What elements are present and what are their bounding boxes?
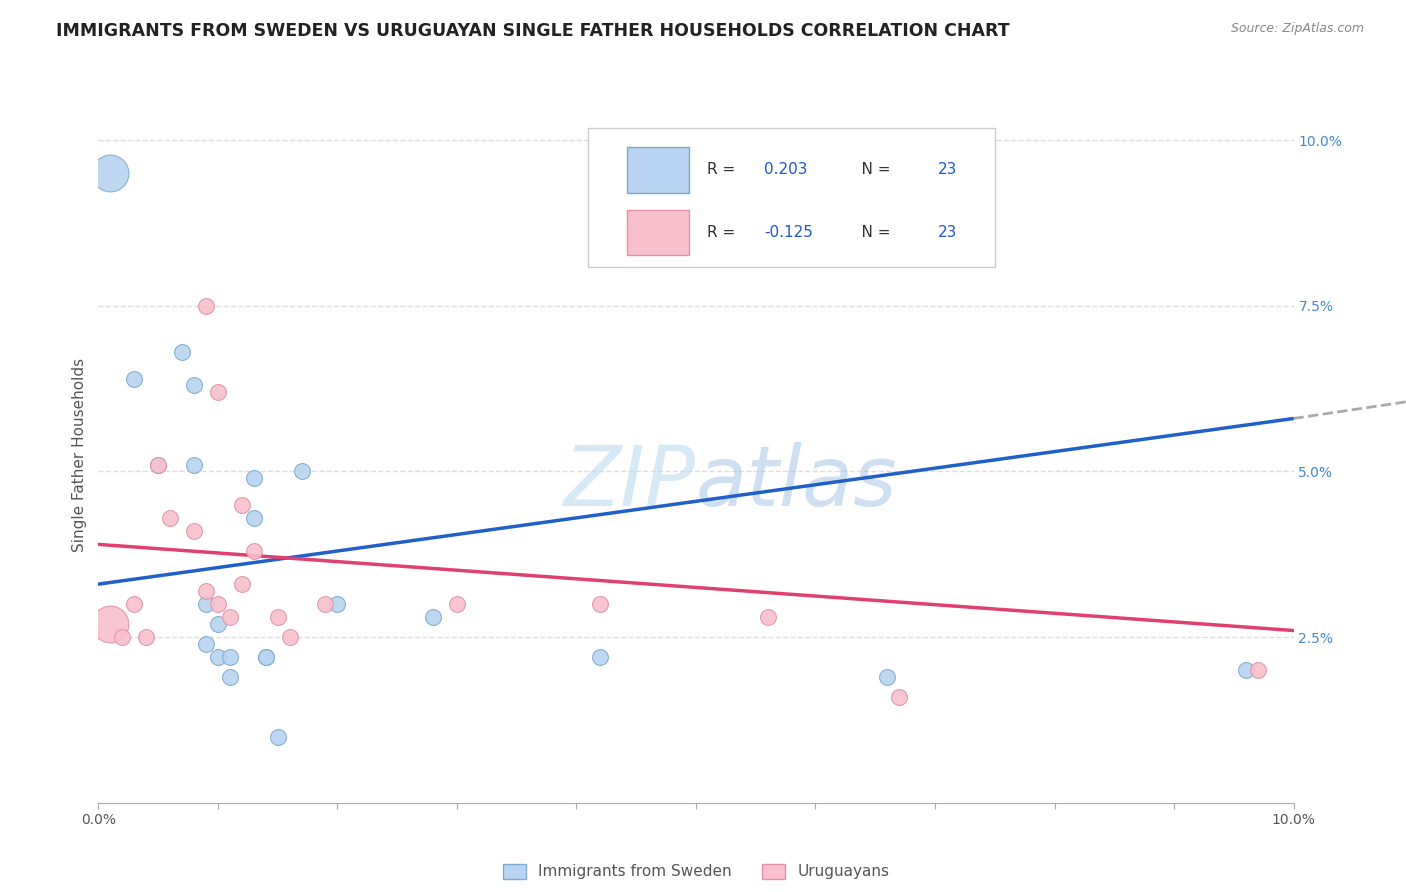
Point (889, 690, 911, 704)
Text: -0.125: -0.125 (763, 225, 813, 240)
Point (183, 524, 205, 538)
Point (148, 458, 170, 472)
Point (291, 465, 314, 479)
Text: atlas: atlas (696, 442, 897, 524)
Point (124, 597, 146, 611)
Point (315, 597, 337, 611)
Point (243, 511, 266, 525)
Point (254, 650, 277, 665)
Point (124, 372, 146, 386)
Text: 0.203: 0.203 (763, 162, 807, 178)
Text: 23: 23 (938, 162, 956, 178)
Point (231, 498, 253, 512)
Point (446, 597, 468, 611)
Point (159, 511, 181, 525)
Point (148, 458, 170, 472)
Point (243, 544, 266, 558)
Point (207, 616, 229, 631)
Point (195, 637, 218, 651)
Point (195, 583, 218, 598)
Point (267, 730, 290, 744)
Point (207, 597, 229, 611)
Point (100, 616, 122, 631)
Text: N =: N = (842, 225, 896, 240)
Point (278, 630, 301, 644)
Point (231, 577, 253, 591)
FancyBboxPatch shape (627, 147, 689, 193)
Point (100, 166, 122, 180)
Text: IMMIGRANTS FROM SWEDEN VS URUGUAYAN SINGLE FATHER HOUSEHOLDS CORRELATION CHART: IMMIGRANTS FROM SWEDEN VS URUGUAYAN SING… (56, 22, 1010, 40)
Point (422, 610, 444, 624)
Text: 23: 23 (938, 225, 956, 240)
Point (1234, 663, 1257, 677)
Text: R =: R = (707, 162, 740, 178)
Text: Source: ZipAtlas.com: Source: ZipAtlas.com (1230, 22, 1364, 36)
Text: N =: N = (842, 162, 896, 178)
Text: ZIP: ZIP (564, 442, 696, 524)
Point (111, 630, 134, 644)
FancyBboxPatch shape (627, 210, 689, 255)
Point (1247, 663, 1270, 677)
Point (183, 378, 205, 392)
Legend: Immigrants from Sweden, Uruguayans: Immigrants from Sweden, Uruguayans (496, 857, 896, 886)
Text: R =: R = (707, 225, 740, 240)
Point (135, 630, 157, 644)
Point (326, 597, 349, 611)
Point (172, 345, 194, 359)
Point (183, 458, 205, 472)
Point (207, 384, 229, 399)
Point (195, 597, 218, 611)
Point (243, 471, 266, 485)
Point (219, 650, 242, 665)
Point (219, 610, 242, 624)
FancyBboxPatch shape (588, 128, 995, 267)
Point (756, 610, 779, 624)
Point (207, 650, 229, 665)
Point (589, 597, 612, 611)
Point (267, 610, 290, 624)
Point (254, 650, 277, 665)
Point (219, 670, 242, 684)
Y-axis label: Single Father Households: Single Father Households (72, 358, 87, 552)
Point (876, 670, 898, 684)
Point (589, 650, 612, 665)
Point (195, 299, 218, 313)
